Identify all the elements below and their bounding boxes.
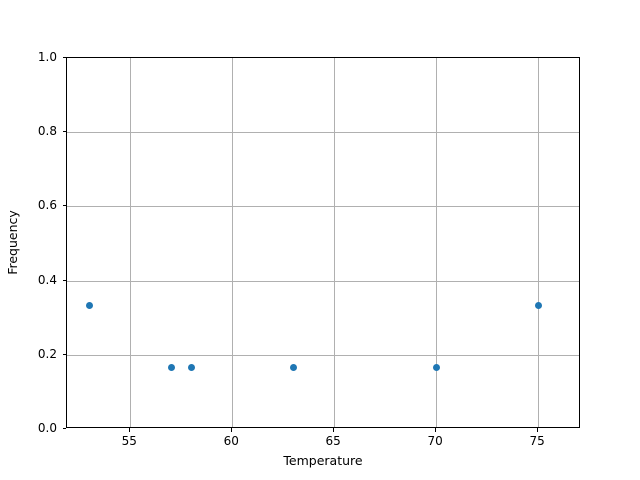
- scatter-point: [289, 363, 297, 371]
- gridline-vertical: [232, 58, 234, 427]
- scatter-point: [534, 301, 542, 309]
- y-tick-mark: [62, 428, 66, 429]
- gridline-vertical: [130, 58, 132, 427]
- gridline-horizontal: [67, 132, 579, 134]
- x-tick-label: 70: [427, 434, 443, 448]
- gridline-vertical: [538, 58, 540, 427]
- scatter-point: [167, 363, 175, 371]
- x-axis-label: Temperature: [66, 453, 580, 468]
- gridline-horizontal: [67, 280, 579, 282]
- gridline-vertical: [334, 58, 336, 427]
- gridline-horizontal: [67, 206, 579, 208]
- y-tick-label: 0.2: [37, 346, 57, 361]
- scatter-point: [85, 301, 93, 309]
- x-tick-mark: [333, 428, 335, 432]
- scatter-point: [187, 363, 195, 371]
- gridline-horizontal: [67, 354, 579, 356]
- y-tick-label: 0.8: [37, 124, 57, 139]
- y-tick-label: 0.6: [37, 198, 57, 213]
- y-tick-label: 1.0: [37, 50, 57, 64]
- y-tick-mark: [62, 57, 66, 58]
- x-tick-mark: [129, 428, 131, 432]
- scatter-point: [432, 363, 440, 371]
- x-tick-label: 55: [121, 434, 137, 448]
- y-tick-mark: [62, 353, 66, 355]
- plot-area: [66, 57, 580, 428]
- y-tick-mark: [62, 279, 66, 281]
- x-tick-mark: [231, 428, 233, 432]
- x-tick-mark: [537, 428, 539, 432]
- y-axis-label-text: Frequency: [4, 210, 20, 275]
- y-tick-mark: [62, 131, 66, 133]
- y-tick-label: 0.4: [37, 272, 57, 287]
- x-tick-label: 65: [325, 434, 341, 448]
- x-tick-label: 75: [529, 434, 545, 448]
- x-axis-label-text: Temperature: [283, 453, 363, 468]
- y-tick-mark: [62, 205, 66, 207]
- x-tick-label: 60: [223, 434, 239, 448]
- x-tick-mark: [435, 428, 437, 432]
- gridline-vertical: [436, 58, 438, 427]
- y-axis-label: Frequency: [0, 57, 24, 428]
- y-tick-label: 0.0: [37, 421, 57, 435]
